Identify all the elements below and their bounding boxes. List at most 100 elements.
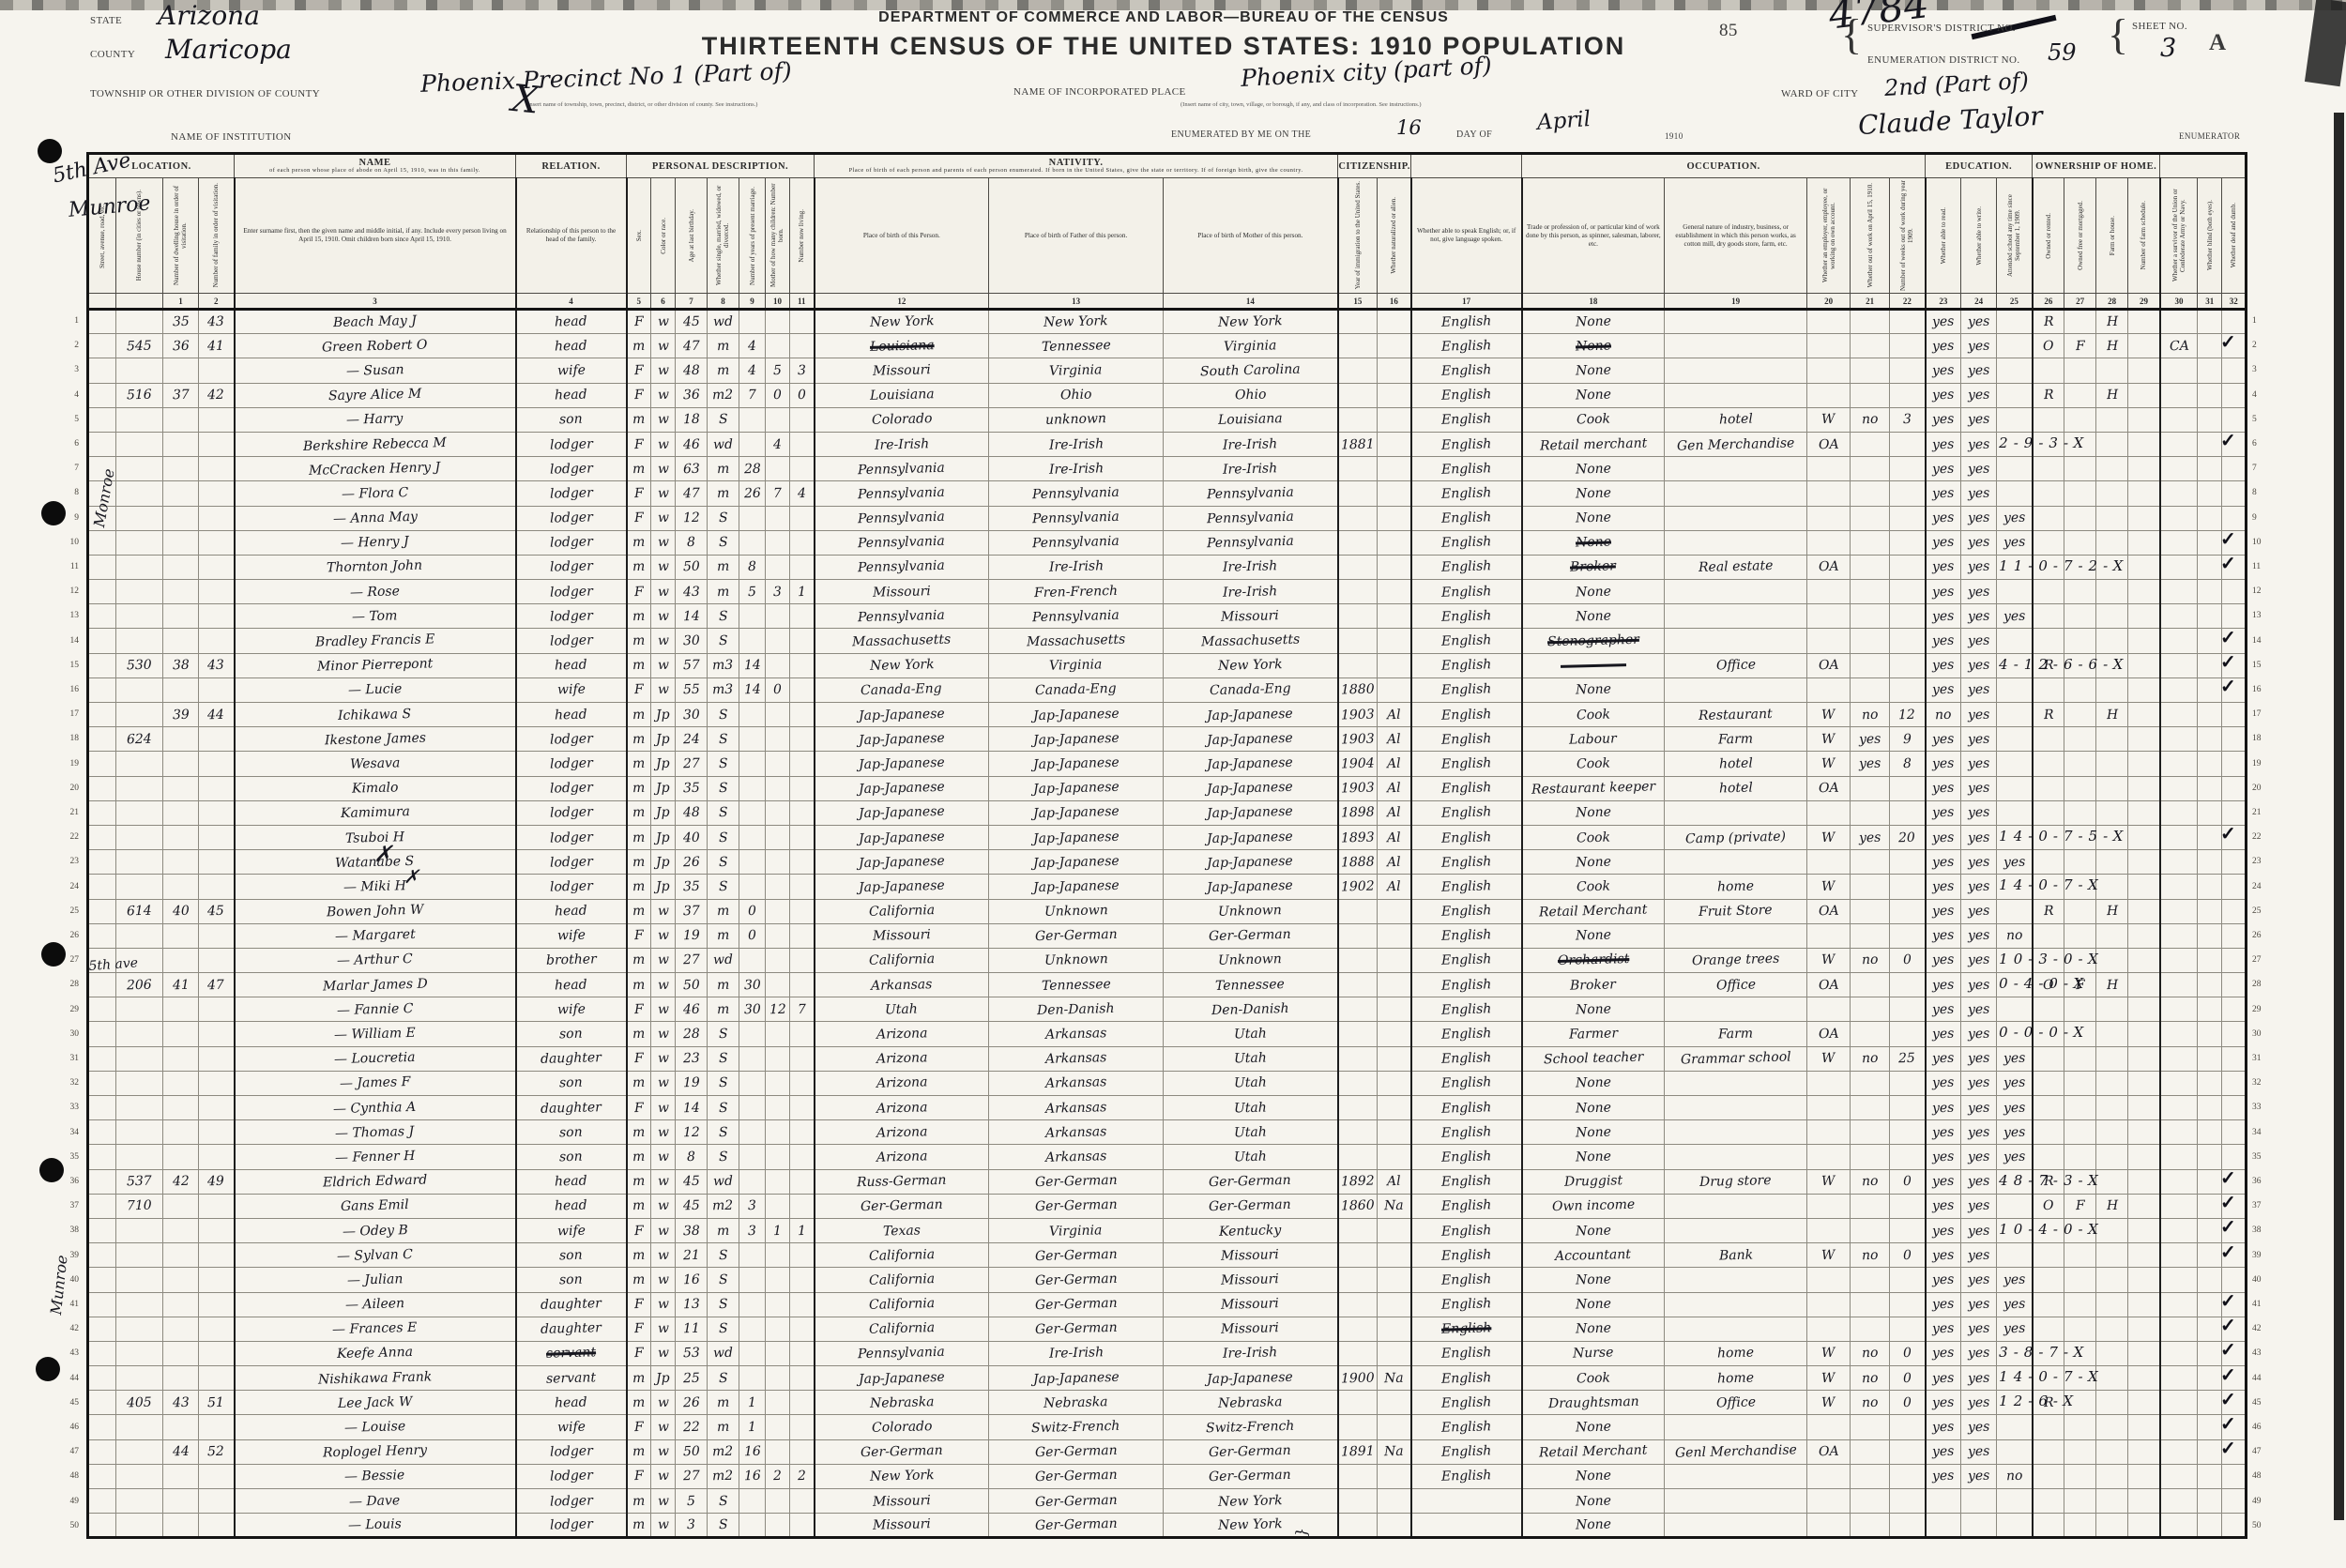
rd-cell: yes xyxy=(1924,333,1962,359)
ho-cell xyxy=(115,677,163,704)
wr-cell: yes xyxy=(1960,554,1998,581)
im-cell xyxy=(1336,382,1379,408)
im-cell xyxy=(1336,947,1379,974)
bl-cell xyxy=(2197,1119,2223,1146)
ho-cell xyxy=(115,1291,163,1317)
wk-cell xyxy=(1889,628,1927,654)
fh-cell xyxy=(2095,1316,2129,1342)
fn-cell xyxy=(2127,382,2161,408)
cl-cell xyxy=(789,677,815,704)
column-group xyxy=(2159,153,2247,178)
column-number: 20 xyxy=(1806,293,1851,310)
fm-cell xyxy=(2064,922,2097,949)
rd-cell: yes xyxy=(1924,505,1962,531)
line-number-right: 7 xyxy=(2252,464,2257,474)
ym-cell xyxy=(739,1021,767,1047)
dw-cell xyxy=(162,358,199,384)
rd-cell: yes xyxy=(1924,406,1962,433)
oh-cell xyxy=(2031,358,2065,384)
ym-cell: 30 xyxy=(739,997,767,1023)
wk-cell xyxy=(1889,1021,1927,1047)
im-cell: 1900 xyxy=(1336,1365,1379,1392)
dw-cell: 39 xyxy=(162,701,199,728)
ow-cell xyxy=(1850,1094,1891,1121)
ms-cell: m xyxy=(707,554,740,581)
mb-cell: Pennsylvania xyxy=(1163,480,1339,507)
in-cell: Office xyxy=(1664,652,1808,678)
line-number-left: 14 xyxy=(69,635,80,646)
cl-cell xyxy=(789,308,815,335)
row-annotation: 10-4-0-X xyxy=(1999,1220,2104,1238)
wk-cell: 12 xyxy=(1889,701,1927,728)
fm-cell xyxy=(2064,1267,2097,1293)
sc-cell xyxy=(1996,628,2034,654)
fa-cell: 51 xyxy=(197,1390,236,1416)
table-row: 624 Ikestone James lodger m Jp 24 S Jap-Japanes… xyxy=(87,726,2247,753)
ym-cell: 3 xyxy=(739,1193,767,1219)
oc-cell: Orchardist xyxy=(1520,947,1666,974)
st-cell xyxy=(87,849,116,875)
bl-cell xyxy=(2197,824,2223,851)
ag-cell: 50 xyxy=(675,554,708,581)
wa-cell xyxy=(2158,1439,2199,1465)
column-header-rd: Whether able to read. xyxy=(1924,177,1962,294)
rl-cell: son xyxy=(514,1144,628,1170)
ym-cell xyxy=(739,1513,767,1539)
wk-cell xyxy=(1889,922,1927,949)
wk-cell xyxy=(1889,529,1927,556)
na-cell: Na xyxy=(1377,1365,1412,1392)
cl-cell xyxy=(789,726,815,753)
sx-cell: m xyxy=(625,603,652,630)
lg-cell xyxy=(1409,1513,1523,1539)
ym-cell: 0 xyxy=(739,922,767,949)
ms-cell: S xyxy=(707,1021,740,1047)
ho-cell xyxy=(115,431,163,458)
line-number-left: 46 xyxy=(69,1423,80,1432)
rl-cell: lodger xyxy=(514,431,628,458)
ward-value: 2nd (Part of) xyxy=(1883,67,2030,102)
fa-cell: 41 xyxy=(197,333,236,359)
oc-cell: Labour xyxy=(1520,726,1666,753)
fh-cell xyxy=(2095,1487,2129,1515)
rl-cell: head xyxy=(514,652,628,678)
ow-cell xyxy=(1850,1291,1891,1317)
cs-cell: W xyxy=(1806,874,1851,900)
bl-cell xyxy=(2197,1242,2223,1269)
bl-cell xyxy=(2197,726,2223,753)
in-cell xyxy=(1664,1193,1808,1219)
rd-cell: yes xyxy=(1924,997,1962,1023)
sx-cell: F xyxy=(625,1414,652,1440)
pb-cell: Jap-Japanese xyxy=(813,1365,990,1392)
wk-cell xyxy=(1889,1487,1927,1515)
nm-cell: Bowen John W xyxy=(233,898,517,924)
in-cell xyxy=(1664,1094,1808,1121)
wr-cell: yes xyxy=(1960,997,1998,1023)
cr-cell: w xyxy=(650,1513,677,1539)
lg-cell: English xyxy=(1409,358,1523,384)
na-cell: Al xyxy=(1377,726,1412,753)
sc-cell: yes xyxy=(1996,1045,2034,1072)
cl-cell: 7 xyxy=(789,997,815,1023)
cl-cell xyxy=(789,972,815,998)
ow-cell: no xyxy=(1850,1242,1891,1269)
fm-cell xyxy=(2064,751,2097,777)
fn-cell xyxy=(2127,751,2161,777)
rl-cell: lodger xyxy=(514,480,628,507)
fh-cell xyxy=(2095,849,2129,875)
pb-cell: Pennsylvania xyxy=(813,480,990,507)
lg-cell: English xyxy=(1409,431,1523,458)
st-cell xyxy=(87,603,116,630)
fm-cell xyxy=(2064,1487,2097,1515)
df-cell xyxy=(2221,456,2247,482)
wa-cell xyxy=(2158,1513,2199,1539)
line-number-right: 43 ✓ xyxy=(2220,1338,2262,1362)
wk-cell xyxy=(1889,997,1927,1023)
mb-cell: Utah xyxy=(1163,1144,1339,1170)
wa-cell xyxy=(2158,529,2199,556)
column-header-rl: Relationship of this person to the head … xyxy=(514,177,628,294)
fb-cell: Tennessee xyxy=(988,333,1165,359)
ow-cell: no xyxy=(1850,1045,1891,1072)
ag-cell: 46 xyxy=(675,431,708,458)
sc-cell xyxy=(1996,308,2034,335)
